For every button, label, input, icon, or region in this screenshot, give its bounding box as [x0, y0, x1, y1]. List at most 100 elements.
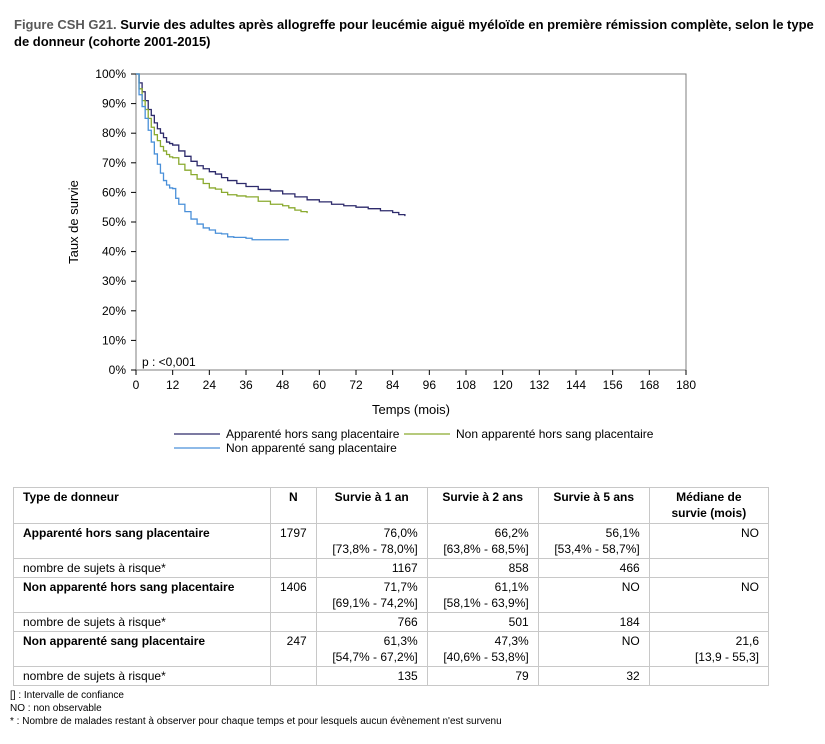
y-tick-label: 20% — [102, 304, 126, 318]
legend-label-non-apparente-sp: Non apparenté sang placentaire — [226, 441, 397, 455]
y-axis: 0% 10% 20% 30% 40% 50% 60% 70% 80% 90% 100% — [95, 67, 136, 377]
risk-1y: 135 — [315, 666, 428, 686]
median-value: NO — [741, 526, 759, 540]
x-tick-label: 168 — [639, 378, 659, 392]
survival-1y: 71,7% [69,1% - 74,2%] — [315, 577, 428, 613]
x-tick-label: 96 — [423, 378, 437, 392]
y-tick-label: 0% — [109, 363, 127, 377]
header-1y: Survie à 1 an — [315, 487, 428, 524]
x-tick-label: 12 — [166, 378, 180, 392]
x-tick-label: 132 — [529, 378, 549, 392]
risk-1y: 1167 — [315, 558, 428, 578]
footnote-no: NO : non observable — [10, 703, 102, 714]
y-tick-label: 30% — [102, 274, 126, 288]
results-table: Type de donneur N Survie à 1 an Survie à… — [13, 487, 770, 686]
survival-2y: 66,2% [63,8% - 68,5%] — [426, 523, 539, 559]
x-tick-label: 48 — [276, 378, 290, 392]
survival-chart: 0% 10% 20% 30% 40% 50% 60% 70% 80% 90% 100% 0 12 24 3… — [66, 67, 696, 455]
table-row: nombre de sujets à risque* 766 501 184 — [13, 612, 770, 632]
curves — [136, 73, 406, 241]
survival-5y-value: NO — [621, 634, 640, 648]
figure-caption: Survie des adultes après allogreffe pour… — [14, 17, 814, 49]
x-axis-label: Temps (mois) — [372, 402, 450, 417]
survival-2y-ci: [63,8% - 68,5%] — [443, 542, 529, 556]
survival-5y-ci: [53,4% - 58,7%] — [554, 542, 640, 556]
survival-5y: NO — [537, 631, 650, 667]
header-2y: Survie à 2 ans — [426, 487, 539, 524]
table-row: nombre de sujets à risque* 135 79 32 — [13, 666, 770, 686]
table-row: nombre de sujets à risque* 1167 858 466 — [13, 558, 770, 578]
risk-2y: 79 — [426, 666, 539, 686]
survival-1y-value: 61,3% — [383, 634, 418, 648]
header-n: N — [270, 487, 317, 524]
header-type: Type de donneur — [13, 487, 271, 524]
x-tick-label: 60 — [313, 378, 327, 392]
x-tick-label: 180 — [676, 378, 696, 392]
y-axis-label: Taux de survie — [66, 180, 81, 264]
legend: Apparenté hors sang placentaire Non appa… — [174, 427, 654, 455]
legend-label-non-apparente-hsp: Non apparenté hors sang placentaire — [456, 427, 654, 441]
header-5y: Survie à 5 ans — [537, 487, 650, 524]
y-tick-label: 50% — [102, 215, 126, 229]
footnote-risk: * : Nombre de malades restant à observer… — [10, 716, 502, 727]
survival-1y: 76,0% [73,8% - 78,0%] — [315, 523, 428, 559]
survival-1y: 61,3% [54,7% - 67,2%] — [315, 631, 428, 667]
risk-2y: 501 — [426, 612, 539, 632]
risk-label: nombre de sujets à risque* — [13, 558, 271, 578]
table-row: Apparenté hors sang placentaire 1797 76,… — [13, 523, 770, 559]
median-ci: [13,9 - 55,3] — [694, 650, 759, 664]
empty-cell — [648, 558, 770, 578]
median-survival: NO — [648, 577, 770, 613]
survival-1y-value: 71,7% — [383, 580, 418, 594]
risk-5y: 466 — [537, 558, 650, 578]
y-tick-label: 70% — [102, 156, 126, 170]
donor-type: Apparenté hors sang placentaire — [13, 523, 271, 559]
p-value-annotation: p : <0,001 — [142, 355, 196, 369]
x-tick-label: 108 — [456, 378, 476, 392]
median-survival: NO — [648, 523, 770, 559]
survival-curve-2 — [136, 73, 289, 241]
x-tick-label: 0 — [133, 378, 140, 392]
survival-curve-1 — [136, 73, 308, 214]
median-survival: 21,6 [13,9 - 55,3] — [648, 631, 770, 667]
survival-2y: 61,1% [58,1% - 63,9%] — [426, 577, 539, 613]
survival-curve-0 — [136, 73, 406, 217]
survival-5y-value: NO — [621, 580, 640, 594]
empty-cell — [270, 612, 317, 632]
survival-5y-value: 56,1% — [605, 526, 640, 540]
risk-1y: 766 — [315, 612, 428, 632]
survival-2y-ci: [58,1% - 63,9%] — [443, 596, 529, 610]
plot-frame — [135, 73, 687, 371]
survival-1y-ci: [54,7% - 67,2%] — [332, 650, 418, 664]
survival-2y-value: 61,1% — [494, 580, 529, 594]
legend-label-apparente: Apparenté hors sang placentaire — [226, 427, 400, 441]
empty-cell — [270, 666, 317, 686]
x-tick-label: 84 — [386, 378, 400, 392]
survival-5y: NO — [537, 577, 650, 613]
table-row: Non apparenté hors sang placentaire 1406… — [13, 577, 770, 613]
survival-2y-value: 66,2% — [494, 526, 529, 540]
survival-1y-ci: [69,1% - 74,2%] — [332, 596, 418, 610]
y-tick-label: 10% — [102, 333, 126, 347]
risk-5y: 184 — [537, 612, 650, 632]
survival-1y-value: 76,0% — [383, 526, 418, 540]
risk-5y: 32 — [537, 666, 650, 686]
y-tick-label: 100% — [95, 67, 126, 81]
x-tick-label: 156 — [603, 378, 623, 392]
donor-type: Non apparenté hors sang placentaire — [13, 577, 271, 613]
risk-label: nombre de sujets à risque* — [13, 612, 271, 632]
empty-cell — [270, 558, 317, 578]
empty-cell — [648, 666, 770, 686]
n-value: 1797 — [270, 523, 317, 559]
risk-2y: 858 — [426, 558, 539, 578]
x-tick-label: 120 — [493, 378, 513, 392]
n-value: 1406 — [270, 577, 317, 613]
survival-1y-ci: [73,8% - 78,0%] — [332, 542, 418, 556]
x-tick-label: 24 — [203, 378, 217, 392]
median-value: 21,6 — [735, 634, 759, 648]
survival-2y: 47,3% [40,6% - 53,8%] — [426, 631, 539, 667]
figure-prefix: Figure CSH G21. — [14, 17, 117, 32]
median-value: NO — [741, 580, 759, 594]
empty-cell — [648, 612, 770, 632]
y-tick-label: 90% — [102, 97, 126, 111]
